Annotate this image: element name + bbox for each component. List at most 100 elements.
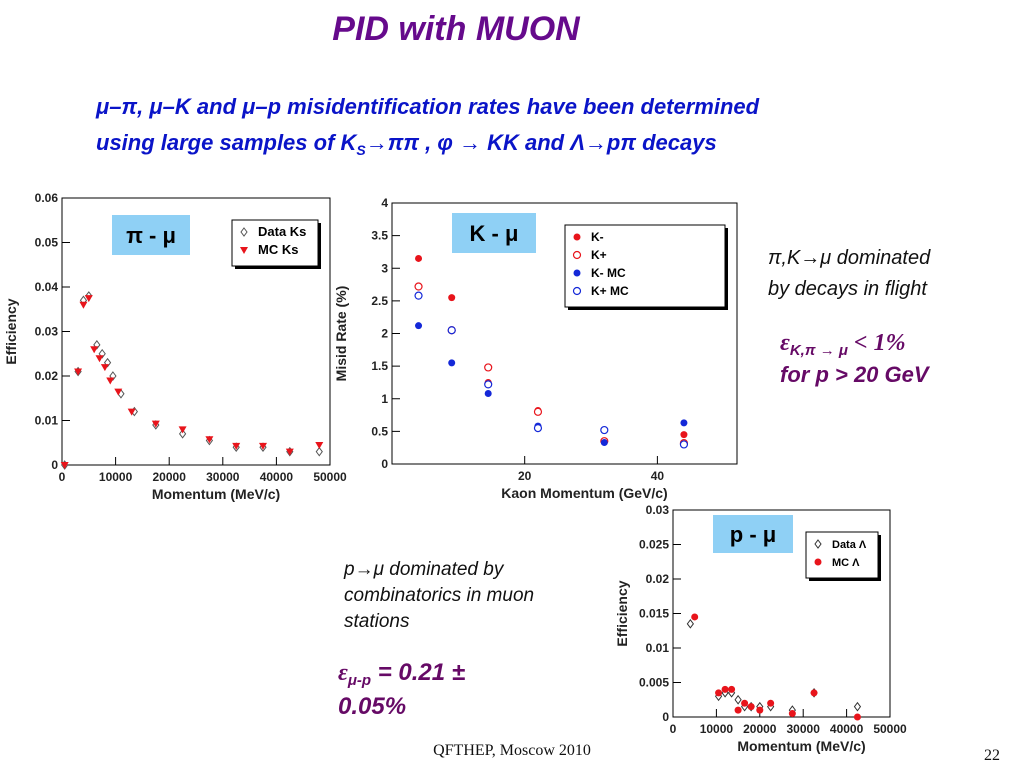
marker	[415, 322, 423, 330]
x-tick-label: 20000	[153, 470, 187, 484]
y-tick-label: 0.5	[371, 424, 388, 438]
eps-rest: = 0.21 ±	[371, 659, 466, 686]
x-tick-label: 40000	[260, 470, 294, 484]
x-tick-label: 20	[518, 469, 532, 483]
x-tick-label: 40	[651, 469, 665, 483]
legend-label: MC Ks	[258, 242, 298, 257]
marker	[734, 694, 742, 705]
subtitle-sub: S	[356, 142, 366, 158]
marker	[415, 254, 423, 262]
y-tick-label: 2	[381, 327, 388, 341]
y-axis-label: Misid Rate (%)	[333, 286, 349, 382]
note: π,K→μ dominated	[768, 247, 931, 269]
legend-label: K-	[591, 230, 604, 244]
x-tick-label: 30000	[206, 470, 240, 484]
legend-marker	[573, 269, 581, 277]
y-tick-label: 3	[381, 261, 388, 275]
y-tick-label: 0.005	[639, 676, 669, 690]
marker	[90, 346, 99, 354]
x-axis-label: Kaon Momentum (GeV/c)	[501, 485, 667, 501]
legend-label: Data Ks	[258, 224, 306, 239]
marker	[767, 699, 775, 707]
panel-label: π - μ	[126, 223, 176, 248]
chart: 0 0.5 1 1.5 2 2.5 3 3.5 4 20 40 Kaon Momentum (GeV/…	[333, 196, 738, 501]
marker	[259, 442, 267, 450]
panel-label: p - μ	[730, 522, 776, 547]
legend-label: Data Λ	[832, 539, 867, 551]
legend-marker	[240, 227, 248, 237]
legend	[231, 219, 319, 267]
y-tick-label: 0.015	[639, 607, 669, 621]
marker	[74, 368, 83, 376]
marker	[79, 301, 88, 309]
marker	[315, 441, 324, 449]
x-tick-label: 10000	[99, 470, 133, 484]
legend-label: MC Λ	[832, 557, 860, 569]
x-tick-label: 0	[670, 722, 677, 736]
y-tick-label: 0.05	[35, 236, 59, 250]
y-tick-label: 0	[662, 710, 669, 724]
note: stations	[344, 611, 410, 632]
marker	[178, 429, 187, 439]
subtitle: μ–π, μ–K and μ–p misidentification rates…	[95, 94, 760, 119]
marker	[747, 703, 755, 711]
legend-marker	[240, 247, 248, 254]
legend-marker	[572, 250, 582, 260]
marker	[600, 438, 608, 446]
y-tick-label: 0.01	[35, 414, 59, 428]
marker	[448, 294, 456, 302]
epsilon: εK,π → μ < 1%	[780, 330, 906, 359]
chart: 0 0.01 0.02 0.03 0.04 0.05 0.06 0 10000 20000 3000…	[3, 191, 347, 502]
y-tick-label: 0.02	[646, 572, 670, 586]
marker	[686, 619, 694, 629]
legend-marker	[572, 286, 582, 296]
marker	[127, 408, 136, 416]
marker	[414, 291, 423, 300]
condition: for p > 20 GeV	[780, 362, 931, 387]
marker	[484, 363, 493, 372]
marker	[84, 295, 93, 303]
marker	[756, 706, 764, 714]
marker	[533, 424, 543, 433]
note: by decays in flight	[768, 278, 928, 300]
y-tick-label: 0.03	[646, 503, 670, 517]
marker	[734, 706, 742, 714]
y-tick-label: 2.5	[371, 294, 388, 308]
marker	[679, 440, 689, 449]
eps-rest: < 1%	[848, 330, 906, 356]
legend-marker	[814, 558, 822, 566]
panel-label-box	[713, 515, 793, 553]
y-tick-label: 0.04	[35, 280, 59, 294]
marker	[315, 446, 323, 457]
note: combinatorics in muon	[344, 585, 534, 606]
marker	[741, 699, 749, 707]
y-tick-label: 0.01	[646, 641, 670, 655]
x-tick-label: 50000	[873, 722, 907, 736]
marker	[178, 426, 187, 434]
y-tick-label: 0.06	[35, 191, 59, 205]
y-tick-label: 0	[51, 458, 58, 472]
marker	[60, 462, 69, 469]
y-tick-label: 1	[381, 392, 388, 406]
marker	[600, 425, 609, 435]
marker	[721, 685, 729, 693]
legend	[564, 224, 726, 308]
y-tick-label: 3.5	[371, 229, 388, 243]
marker	[447, 326, 456, 335]
y-axis-label: Efficiency	[614, 580, 630, 646]
slide-title: PID with MUON	[332, 10, 581, 48]
x-tick-label: 10000	[700, 722, 734, 736]
marker	[95, 355, 104, 363]
x-axis-label: Momentum (MeV/c)	[737, 738, 865, 754]
marker	[114, 388, 123, 396]
x-tick-label: 30000	[787, 722, 821, 736]
legend-label: K- MC	[591, 266, 626, 280]
y-tick-label: 0.025	[639, 538, 669, 552]
panel-label: K - μ	[470, 221, 519, 246]
eps-symbol: ε	[780, 330, 790, 356]
subtitle-part: →ππ , φ → KK and Λ→pπ decays	[366, 130, 717, 155]
panel-label-box	[112, 215, 190, 255]
marker	[810, 689, 818, 697]
y-tick-label: 4	[381, 196, 388, 210]
marker	[715, 689, 723, 697]
